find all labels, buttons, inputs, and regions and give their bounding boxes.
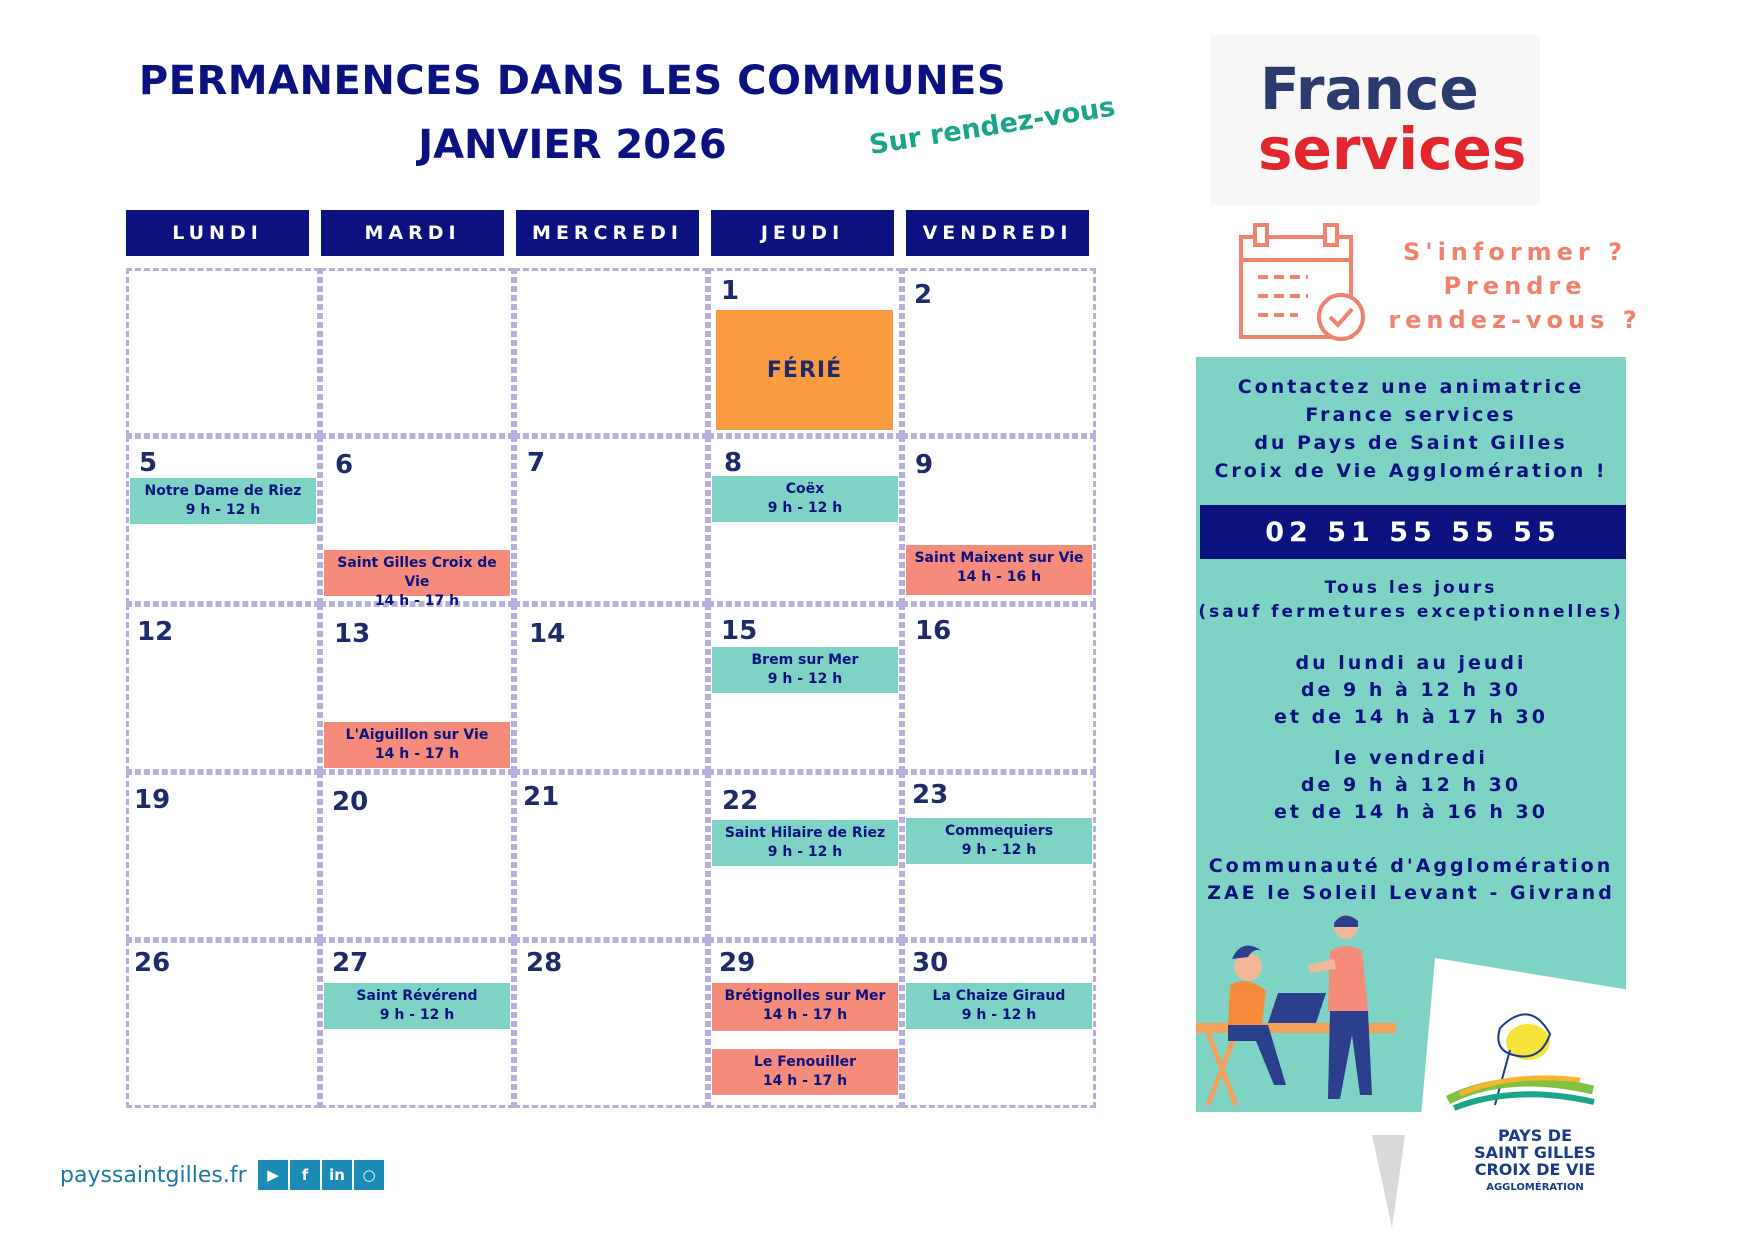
day-number: 16 [915,616,952,646]
linkedin-icon[interactable]: in [322,1160,352,1190]
contact-days: Tous les jours (sauf fermetures exceptio… [1198,578,1624,622]
event-card: Saint Révérend 9 h - 12 h [324,983,510,1029]
event-holiday: FÉRIÉ [716,310,893,430]
event-card: Brem sur Mer 9 h - 12 h [712,647,898,693]
weekday-tuesday: MARDI [321,210,504,256]
weekday-monday: LUNDI [126,210,309,256]
event-card: Coëx 9 h - 12 h [712,476,898,522]
day-number: 30 [912,948,949,978]
pays-saint-gilles-logo [1445,1013,1595,1111]
day-number: 1 [721,276,740,306]
day-number: 7 [527,448,546,478]
day-number: 15 [721,616,758,646]
instagram-icon[interactable]: ○ [354,1160,384,1190]
day-number: 26 [134,948,171,978]
event-card: Saint Hilaire de Riez 9 h - 12 h [712,820,898,866]
event-card: L'Aiguillon sur Vie 14 h - 17 h [324,722,510,768]
event-card: Brétignolles sur Mer 14 h - 17 h [712,983,898,1031]
people-illustration [1196,915,1396,1106]
day-number: 22 [722,786,759,816]
brand-box [1210,35,1540,205]
website-link[interactable]: payssaintgilles.fr [60,1163,247,1188]
day-number: 21 [523,782,560,812]
weekday-thursday: JEUDI [711,210,894,256]
weekday-friday: VENDREDI [906,210,1089,256]
logo-text: PAYS DE SAINT GILLES CROIX DE VIE [1474,1126,1596,1179]
day-number: 29 [719,948,756,978]
contact-intro: Contactez une animatrice France services… [1214,376,1608,482]
day-number: 13 [334,619,371,649]
event-card: Commequiers 9 h - 12 h [906,818,1092,864]
event-card: La Chaize Giraud 9 h - 12 h [906,983,1092,1029]
phone-number[interactable]: 02 51 55 55 55 [1200,505,1626,559]
day-number: 27 [332,948,369,978]
brand-name-services: services [1258,115,1527,183]
hours-mon-thu: du lundi au jeudi de 9 h à 12 h 30 et de… [1274,652,1548,728]
hours-friday: le vendredi de 9 h à 12 h 30 et de 14 h … [1274,747,1548,823]
day-number: 2 [914,280,933,310]
youtube-icon[interactable]: ▶ [258,1160,288,1190]
event-card: Notre Dame de Riez 9 h - 12 h [130,478,316,524]
logo-subtitle: AGGLOMÉRATION [1486,1182,1584,1193]
day-number: 14 [529,619,566,649]
event-card: Saint Gilles Croix de Vie 14 h - 17 h [324,550,510,609]
page-title: PERMANENCES DANS LES COMMUNES [138,58,1007,104]
question-text: S'informer ? Prendre rendez-vous ? [1388,238,1642,334]
day-number: 5 [139,448,158,478]
day-number: 6 [335,450,354,480]
event-card: Saint Maixent sur Vie 14 h - 16 h [906,545,1092,595]
brand-name-france: France [1260,55,1479,123]
calendar-check-icon [1239,223,1365,341]
facebook-icon[interactable]: f [290,1160,320,1190]
page-month: JANVIER 2026 [418,122,727,168]
weekday-wednesday: MERCREDI [516,210,699,256]
day-number: 28 [526,948,563,978]
day-number: 20 [332,787,369,817]
event-card: Le Fenouiller 14 h - 17 h [712,1049,898,1095]
day-number: 8 [724,448,743,478]
day-number: 9 [915,450,934,480]
day-number: 12 [137,617,174,647]
contact-address: Communauté d'Agglomération ZAE le Soleil… [1207,855,1615,904]
day-number: 19 [134,785,171,815]
day-number: 23 [912,780,949,810]
